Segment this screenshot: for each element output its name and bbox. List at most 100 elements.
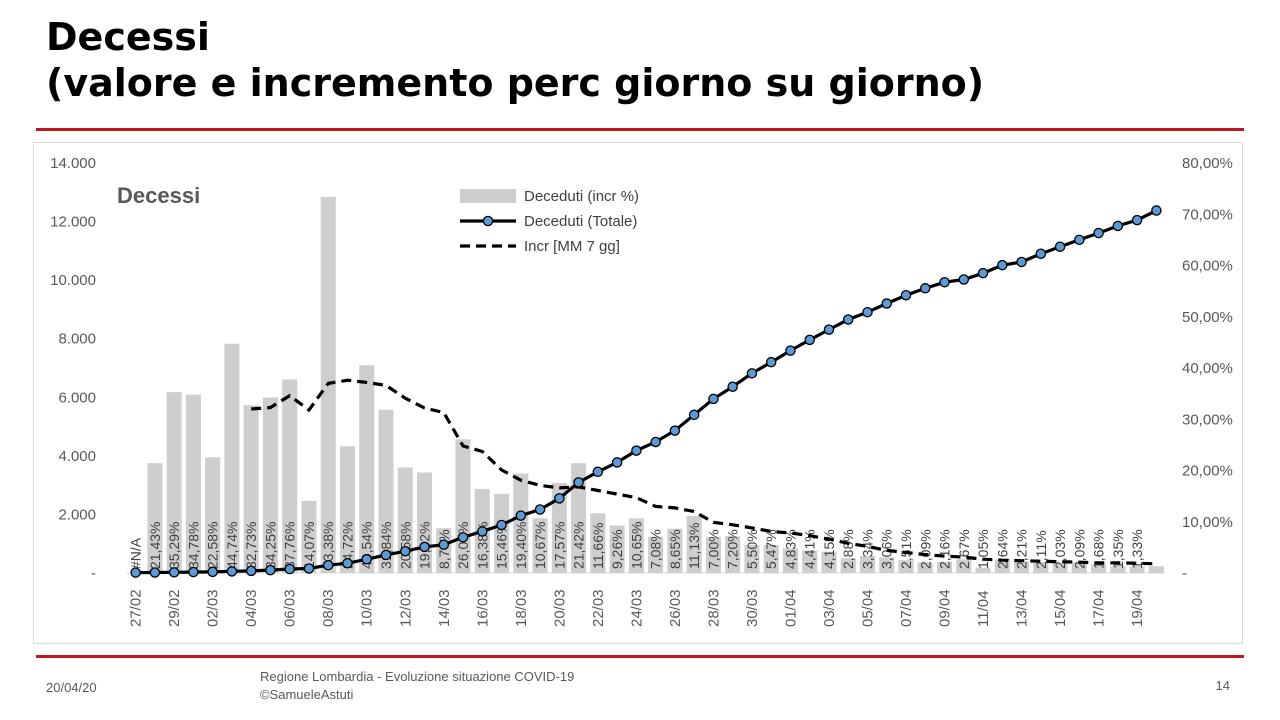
total-deaths-point — [823, 324, 835, 335]
bar-data-label: 32,73% — [243, 522, 259, 569]
bar — [802, 550, 818, 573]
bar-data-label: 4,15% — [821, 529, 837, 569]
bar-data-label: 73,38% — [320, 522, 336, 569]
bar — [937, 561, 953, 573]
total-deaths-point — [573, 477, 584, 488]
bar-data-label: 44,74% — [224, 522, 240, 569]
bar — [1014, 561, 1030, 573]
bar-data-label: 3,34% — [859, 529, 875, 569]
bar-data-label: 14,07% — [301, 522, 317, 569]
bar-data-label: 5,47% — [763, 529, 779, 569]
legend-label: Deceduti (Totale) — [524, 213, 637, 230]
y-right-tick-label: 30,00% — [1182, 411, 1233, 428]
bar — [205, 457, 221, 573]
legend-label: Deceduti (incr %) — [524, 188, 639, 205]
bar — [1148, 566, 1164, 573]
bar-data-label: 7,20% — [725, 529, 741, 569]
bar — [1052, 562, 1068, 573]
bar — [667, 528, 683, 573]
bar-data-label: 3,06% — [879, 529, 895, 569]
bar — [571, 463, 587, 573]
bar — [166, 392, 182, 573]
bar-data-label: 31,84% — [378, 522, 394, 569]
total-deaths-point — [265, 564, 276, 576]
bar-data-label: 2,67% — [956, 529, 972, 569]
legend-total-marker — [482, 215, 494, 227]
bar — [1071, 562, 1087, 573]
total-deaths-point — [1093, 227, 1104, 239]
x-tick-label: 19/04 — [1129, 589, 1146, 627]
total-deaths-point — [862, 306, 873, 318]
y-right-tick-label: 70,00% — [1182, 206, 1233, 223]
x-tick-label: 22/03 — [590, 589, 607, 627]
bar — [494, 493, 510, 573]
x-tick-label: 07/04 — [898, 589, 915, 627]
total-deaths-point — [438, 539, 450, 550]
title-divider — [36, 128, 1244, 131]
x-tick-label: 10/03 — [359, 589, 376, 627]
total-deaths-point — [1016, 256, 1027, 268]
y-left-tick-label: 14.000 — [50, 155, 96, 172]
y-right-tick-label: 20,00% — [1182, 463, 1233, 480]
total-deaths-point — [708, 393, 719, 405]
bar-data-label: 26,09% — [455, 522, 471, 569]
bar — [879, 557, 895, 573]
bar — [301, 500, 317, 573]
bar — [994, 559, 1010, 573]
x-tick-label: 24/03 — [628, 589, 645, 627]
bar — [513, 473, 529, 573]
bar-data-label: 2,16% — [937, 529, 953, 569]
x-tick-label: 16/03 — [474, 589, 491, 627]
total-deaths-point — [342, 557, 353, 569]
x-tick-label: 26/03 — [667, 589, 684, 627]
total-deaths-point — [400, 545, 411, 557]
bar — [224, 343, 240, 573]
bar — [609, 525, 625, 573]
bar-data-label: 2,09% — [917, 529, 933, 569]
bar-data-label: 22,58% — [205, 522, 221, 569]
total-deaths-point — [226, 566, 238, 577]
bar — [590, 513, 606, 573]
bar-data-label: 17,57% — [551, 522, 567, 569]
total-deaths-point — [920, 283, 931, 294]
title-line-2: (valore e incremento perc giorno su gior… — [46, 61, 985, 105]
bar-data-label: 2,51% — [898, 529, 914, 569]
bar — [378, 409, 394, 573]
bar — [705, 537, 721, 573]
bar-data-label: 1,68% — [1091, 529, 1107, 569]
bar — [840, 558, 856, 573]
bar-data-label: 15,46% — [494, 522, 510, 569]
x-tick-label: 09/04 — [937, 589, 954, 627]
x-tick-label: 06/03 — [282, 589, 299, 627]
bar-data-label: 11,66% — [590, 523, 606, 569]
bar — [898, 560, 914, 573]
x-tick-label: 30/03 — [744, 589, 761, 627]
bar — [975, 567, 991, 573]
total-deaths-point — [477, 526, 488, 537]
y-left-tick-label: 6.000 — [58, 389, 96, 406]
bar-data-label: 9,26% — [609, 529, 625, 569]
x-tick-label: 02/03 — [205, 589, 222, 627]
y-right-tick-label: 80,00% — [1182, 155, 1233, 172]
bar — [917, 562, 933, 573]
bar — [147, 463, 163, 573]
bar-data-label: 8,65% — [667, 529, 683, 569]
total-deaths-point — [380, 549, 392, 561]
x-tick-label: 18/03 — [513, 589, 530, 627]
bar-data-label: 4,41% — [802, 529, 818, 569]
legend: Deceduti (incr %) Deceduti (Totale) Incr [… — [460, 188, 639, 255]
bar-data-label: 37,76% — [282, 522, 298, 569]
bar-data-label: 1,35% — [1110, 529, 1126, 569]
total-deaths-point — [688, 409, 700, 421]
total-deaths-point — [130, 567, 141, 578]
bar-data-label: 24,72% — [339, 522, 355, 569]
bar-data-label: 5,50% — [744, 529, 760, 569]
total-deaths-point — [534, 504, 546, 515]
bar-data-label: 1,33% — [1129, 529, 1145, 569]
x-tick-label: 03/04 — [821, 589, 838, 627]
bar-data-label: 10,65% — [628, 522, 644, 569]
bar-data-label: 2,09% — [1071, 529, 1087, 569]
bar-data-label: 7,08% — [648, 529, 664, 569]
bar-data-label: 1,05% — [975, 529, 991, 569]
bar-data-label: 2,64% — [994, 529, 1010, 569]
